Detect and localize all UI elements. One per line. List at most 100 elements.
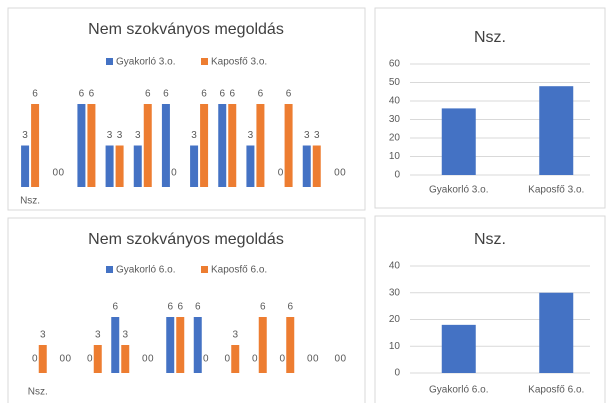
data-label: 6 bbox=[145, 89, 151, 100]
y-tick-label: 40 bbox=[389, 96, 401, 107]
data-label: 6 bbox=[167, 302, 173, 313]
data-label: 3 bbox=[191, 130, 197, 141]
legend-label: Gyakorló 6.o. bbox=[116, 265, 175, 276]
data-label: 6 bbox=[32, 89, 38, 100]
x-tick-label: Gyakorló 6.o. bbox=[429, 385, 488, 396]
bar bbox=[161, 104, 170, 187]
data-label: 0 bbox=[279, 354, 285, 365]
data-label: 0 bbox=[313, 354, 319, 365]
bar bbox=[31, 104, 40, 187]
bar bbox=[166, 317, 175, 373]
data-label: 3 bbox=[117, 130, 123, 141]
bar bbox=[143, 104, 152, 187]
bar bbox=[200, 104, 209, 187]
y-tick-label: 60 bbox=[389, 59, 401, 70]
chart-title: Nem szokványos megoldás bbox=[88, 21, 284, 38]
x-tick-label: Kaposfő 6.o. bbox=[528, 385, 584, 396]
bar bbox=[441, 108, 476, 175]
legend-label: Kaposfő 3.o. bbox=[211, 57, 267, 68]
y-tick-label: 40 bbox=[389, 261, 401, 272]
data-label: 3 bbox=[40, 330, 46, 341]
data-label: 0 bbox=[334, 354, 340, 365]
bar bbox=[302, 145, 311, 187]
bar bbox=[133, 145, 142, 187]
data-label: 6 bbox=[201, 89, 207, 100]
bar bbox=[228, 104, 237, 187]
data-label: 3 bbox=[122, 330, 128, 341]
bar bbox=[231, 345, 240, 373]
chart-title: Nsz. bbox=[474, 231, 506, 248]
data-label: 6 bbox=[229, 89, 235, 100]
legend-swatch bbox=[106, 58, 113, 65]
data-label: 3 bbox=[314, 130, 320, 141]
data-label: 3 bbox=[95, 330, 101, 341]
bar bbox=[38, 345, 47, 373]
data-label: 6 bbox=[112, 302, 118, 313]
bar bbox=[246, 145, 255, 187]
bar bbox=[286, 317, 295, 373]
x-tick-label: Kaposfő 3.o. bbox=[528, 185, 584, 196]
bar bbox=[105, 145, 114, 187]
data-label: 3 bbox=[107, 130, 113, 141]
data-label: 0 bbox=[334, 168, 340, 179]
bar bbox=[441, 324, 476, 373]
panel bbox=[7, 217, 366, 403]
data-label: 3 bbox=[22, 130, 28, 141]
data-label: 0 bbox=[87, 354, 93, 365]
bar bbox=[284, 104, 293, 187]
data-label: 6 bbox=[260, 302, 266, 313]
bar bbox=[111, 317, 120, 373]
bar bbox=[258, 317, 267, 373]
x-tick-label: Gyakorló 3.o. bbox=[429, 185, 488, 196]
y-tick-label: 30 bbox=[389, 114, 401, 125]
bar bbox=[115, 145, 124, 187]
bar bbox=[190, 145, 199, 187]
data-label: 0 bbox=[252, 354, 258, 365]
y-tick-label: 10 bbox=[389, 341, 401, 352]
data-label: 0 bbox=[203, 354, 209, 365]
bar bbox=[77, 104, 86, 187]
y-tick-label: 0 bbox=[394, 170, 400, 181]
bar bbox=[193, 317, 202, 373]
legend-label: Kaposfő 6.o. bbox=[211, 265, 267, 276]
data-label: 0 bbox=[171, 168, 177, 179]
data-label: 0 bbox=[340, 354, 346, 365]
bar bbox=[218, 104, 227, 187]
data-label: 0 bbox=[52, 168, 58, 179]
y-tick-label: 30 bbox=[389, 287, 401, 298]
data-label: 3 bbox=[232, 330, 238, 341]
y-tick-label: 50 bbox=[389, 77, 401, 88]
legend-swatch bbox=[201, 266, 208, 273]
bar bbox=[539, 86, 574, 175]
legend-swatch bbox=[106, 266, 113, 273]
chart-title: Nem szokványos megoldás bbox=[88, 231, 284, 248]
data-label: 6 bbox=[163, 89, 169, 100]
bar bbox=[93, 345, 102, 373]
data-label: 0 bbox=[65, 354, 71, 365]
data-label: 6 bbox=[219, 89, 225, 100]
data-label: 0 bbox=[224, 354, 230, 365]
data-label: 0 bbox=[340, 168, 346, 179]
data-label: 6 bbox=[286, 89, 292, 100]
data-label: 6 bbox=[79, 89, 85, 100]
bar bbox=[121, 345, 130, 373]
y-tick-label: 20 bbox=[389, 133, 401, 144]
bar bbox=[21, 145, 30, 187]
data-label: 0 bbox=[142, 354, 148, 365]
data-label: 6 bbox=[177, 302, 183, 313]
data-label: 0 bbox=[32, 354, 38, 365]
x-tick-label: Nsz. bbox=[28, 387, 48, 398]
bar bbox=[312, 145, 321, 187]
data-label: 6 bbox=[287, 302, 293, 313]
bar bbox=[176, 317, 185, 373]
data-label: 6 bbox=[195, 302, 201, 313]
data-label: 0 bbox=[307, 354, 313, 365]
bar bbox=[87, 104, 96, 187]
data-label: 3 bbox=[248, 130, 254, 141]
data-label: 0 bbox=[59, 354, 65, 365]
chart-title: Nsz. bbox=[474, 29, 506, 46]
data-label: 3 bbox=[304, 130, 310, 141]
data-label: 0 bbox=[278, 168, 284, 179]
y-tick-label: 0 bbox=[394, 368, 400, 379]
